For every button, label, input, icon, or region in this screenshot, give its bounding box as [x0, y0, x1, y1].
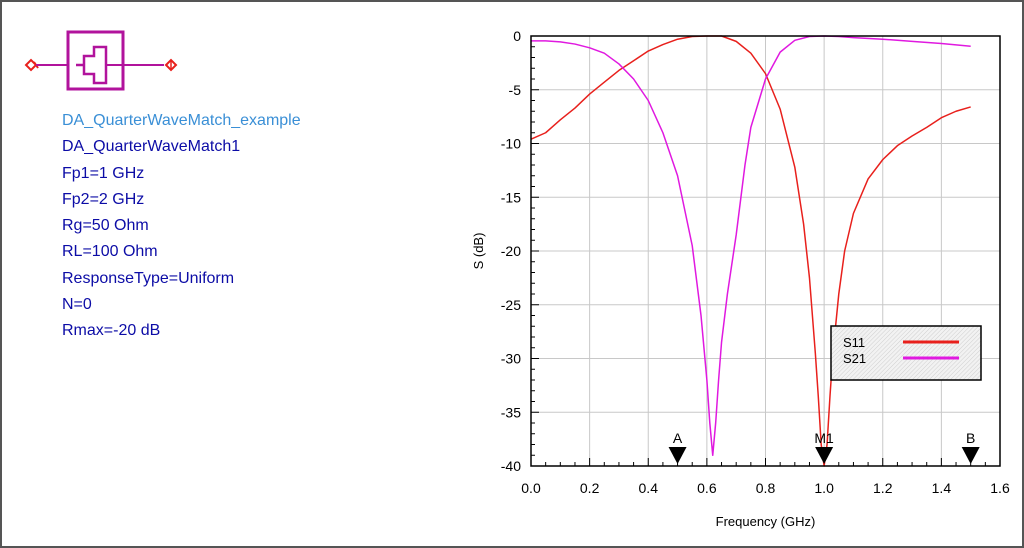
param-response-type[interactable]: ResponseType=Uniform — [62, 269, 235, 287]
component-parameters: DA_QuarterWaveMatch_example DA_QuarterWa… — [62, 108, 301, 345]
y-tick-label: -10 — [501, 136, 521, 152]
y-tick-label: -25 — [501, 297, 521, 313]
impedance-step-icon — [76, 45, 108, 85]
y-tick-label: -35 — [501, 404, 521, 420]
component-body — [66, 30, 125, 91]
y-tick-label: -40 — [501, 458, 521, 474]
y-tick-label: 0 — [513, 28, 521, 44]
y-tick-label: -20 — [501, 243, 521, 259]
x-tick-label: 1.4 — [932, 480, 952, 496]
legend-label-s21: S21 — [843, 351, 866, 366]
legend-box — [830, 325, 982, 381]
marker-a-icon[interactable] — [668, 447, 687, 464]
y-tick-label: -15 — [501, 189, 521, 205]
marker-m1-label[interactable]: M1 — [814, 430, 834, 446]
series-line-s21 — [531, 35, 971, 456]
y-tick-label: -5 — [509, 82, 522, 98]
x-tick-label: 0.4 — [639, 480, 659, 496]
x-axis-label: Frequency (GHz) — [716, 514, 816, 529]
marker-a-label[interactable]: A — [673, 430, 683, 446]
y-axis-label: S (dB) — [471, 233, 486, 270]
quarter-wave-match-symbol-icon[interactable] — [14, 18, 184, 98]
param-fp1[interactable]: Fp1=1 GHz — [62, 164, 145, 182]
component-designator[interactable]: DA_QuarterWaveMatch1 — [62, 138, 241, 156]
marker-b-icon[interactable] — [961, 447, 980, 464]
plot-area-border — [530, 35, 1001, 467]
param-rl[interactable]: RL=100 Ohm — [62, 243, 158, 261]
x-tick-label: 1.2 — [873, 480, 893, 496]
x-tick-label: 0.2 — [580, 480, 600, 496]
x-tick-label: 1.0 — [814, 480, 834, 496]
y-tick-label: -30 — [501, 351, 521, 367]
x-tick-label: 0.8 — [756, 480, 776, 496]
param-n[interactable]: N=0 — [62, 296, 92, 314]
param-rmax[interactable]: Rmax=-20 dB — [62, 322, 161, 340]
param-rg[interactable]: Rg=50 Ohm — [62, 217, 149, 235]
x-tick-label: 1.6 — [990, 480, 1010, 496]
right-port-icon — [164, 58, 178, 72]
series-line-s11 — [531, 35, 971, 467]
marker-b-label[interactable]: B — [966, 430, 975, 446]
s-parameter-chart: 0.0 0.2 0.4 0.6 0.8 1.0 1.2 1.4 1.6 0 -5 -10 -15 -20 -… — [471, 28, 1010, 529]
component-instance-name[interactable]: DA_QuarterWaveMatch_example — [62, 112, 301, 129]
x-tick-label: 0.6 — [697, 480, 717, 496]
marker-m1-icon[interactable] — [815, 447, 834, 464]
legend-label-s11: S11 — [843, 335, 865, 350]
x-tick-label: 0.0 — [521, 480, 541, 496]
param-fp2[interactable]: Fp2=2 GHz — [62, 190, 145, 208]
